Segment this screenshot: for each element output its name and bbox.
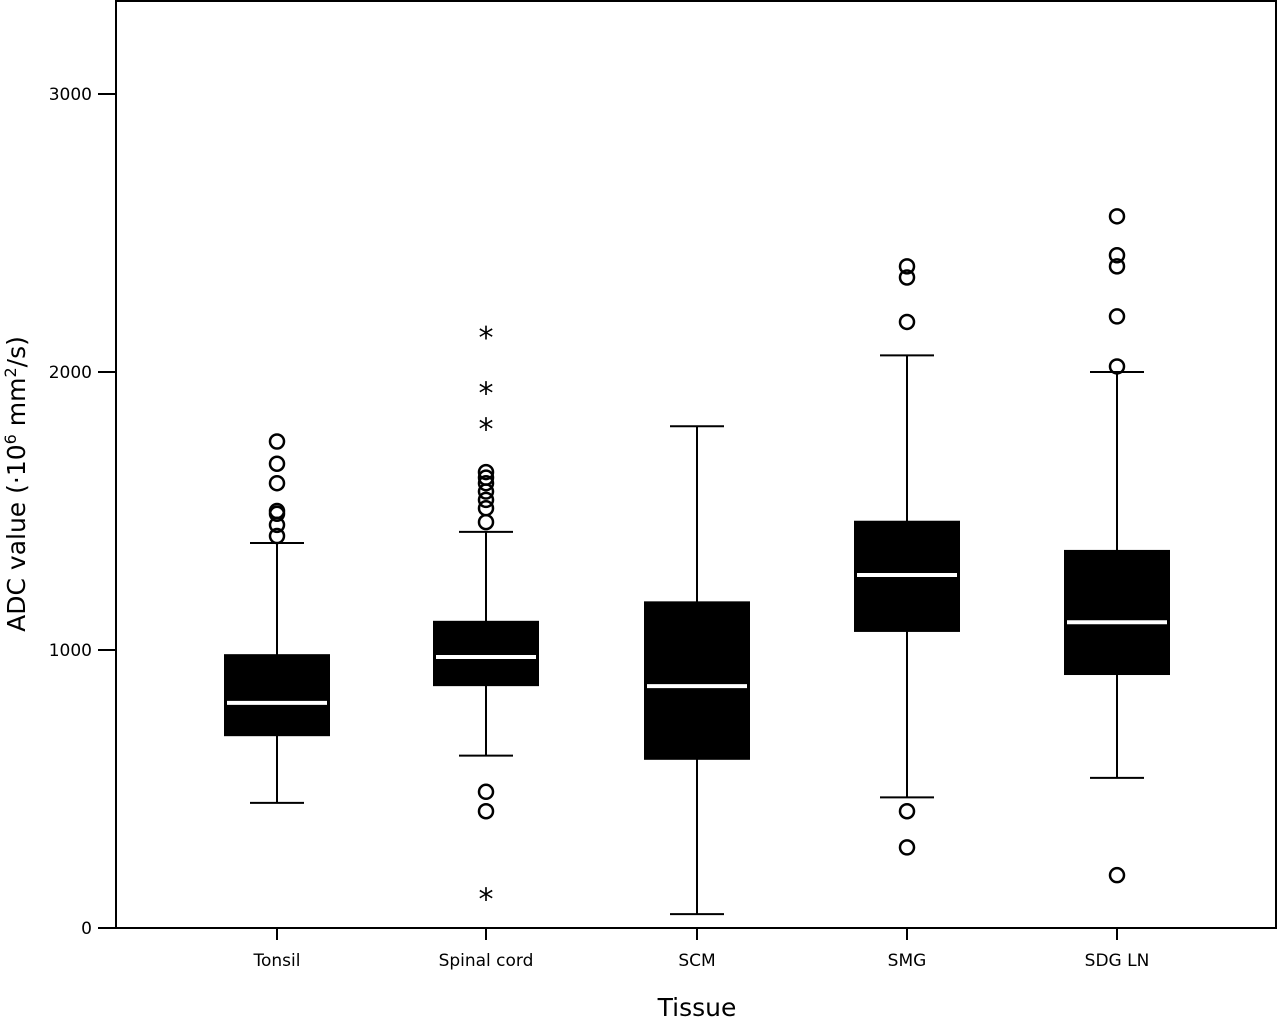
- box-iqr: [433, 620, 539, 687]
- box-scm: [644, 425, 750, 916]
- box-iqr: [224, 654, 330, 737]
- y-tick-label: 1000: [49, 641, 92, 661]
- x-tick-label: Tonsil: [253, 951, 301, 971]
- boxes-group: ****: [224, 208, 1170, 917]
- outlier-point: [477, 802, 495, 820]
- outlier-point: [898, 802, 916, 820]
- outlier-point: [898, 269, 916, 286]
- outlier-point: [268, 527, 286, 545]
- extreme-point: *: [479, 321, 494, 356]
- outlier-point: [1108, 246, 1126, 264]
- outlier-point: [477, 491, 495, 509]
- extreme-point: *: [479, 413, 494, 448]
- y-axis-title-sup2: 2: [1, 367, 20, 377]
- x-tick-label: SDG LN: [1085, 951, 1150, 971]
- y-axis: 0 1000 2000 3000: [49, 85, 116, 939]
- outlier-point: [1108, 358, 1126, 375]
- outlier-point: [477, 474, 495, 492]
- outlier-point: [268, 474, 286, 492]
- y-axis-title-part3: /s): [2, 336, 31, 367]
- outlier-point: [477, 463, 495, 481]
- x-axis-title: Tissue: [657, 993, 737, 1019]
- outlier-point: [477, 783, 495, 801]
- outlier-point: [1108, 258, 1126, 275]
- outlier-point: [1108, 866, 1126, 884]
- box-sdg-ln: [1064, 208, 1170, 884]
- y-tick-label: 0: [81, 919, 92, 939]
- outlier-point: [268, 455, 286, 472]
- x-axis: Tonsil Spinal cord SCM SMG SDG LN: [253, 928, 1150, 971]
- box-tonsil: [224, 433, 330, 804]
- extreme-point: *: [479, 882, 494, 917]
- box-iqr: [644, 601, 750, 760]
- extreme-point: *: [479, 376, 494, 411]
- outlier-point: [898, 258, 916, 275]
- x-tick-label: SCM: [678, 951, 715, 971]
- outlier-point: [1108, 208, 1126, 225]
- x-tick-label: SMG: [888, 951, 927, 971]
- y-tick-label: 3000: [49, 85, 92, 105]
- box-iqr: [1064, 549, 1170, 676]
- outlier-point: [898, 839, 916, 856]
- y-tick-label: 2000: [49, 363, 92, 383]
- box-spinal-cord: ****: [433, 321, 539, 917]
- outlier-point: [268, 502, 286, 520]
- outlier-point: [477, 513, 495, 531]
- x-tick-label: Spinal cord: [439, 951, 534, 971]
- y-axis-title-part1: ADC value (·10: [2, 444, 31, 632]
- y-axis-title: ADC value (·106 mm2/s): [1, 336, 31, 632]
- y-axis-title-sup1: 6: [1, 434, 20, 444]
- outlier-point: [1108, 308, 1126, 325]
- outlier-point: [477, 469, 495, 486]
- outlier-point: [477, 499, 495, 517]
- outlier-point: [268, 433, 286, 450]
- y-axis-title-part2: mm: [2, 378, 31, 435]
- box-smg: [854, 258, 960, 856]
- outlier-point: [898, 313, 916, 331]
